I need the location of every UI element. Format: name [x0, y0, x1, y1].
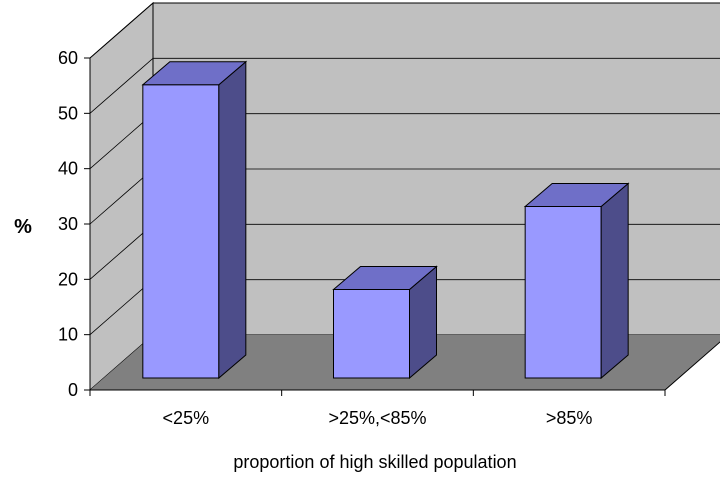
bars	[141, 60, 630, 380]
x-tick-label: <25%	[163, 408, 210, 428]
bar-top	[523, 182, 630, 207]
y-tick-label: 50	[58, 103, 78, 123]
gridline-side	[89, 58, 154, 114]
bar-front	[524, 205, 602, 379]
y-tick-label: 0	[68, 380, 78, 400]
bar-top	[332, 265, 438, 290]
floor-edge-right	[664, 341, 720, 391]
y-tick-labels: 0 10 20 30 40 50 60	[58, 48, 78, 400]
y-tick-label: 60	[58, 48, 78, 68]
bar-front	[333, 288, 410, 379]
gridline-side	[89, 2, 154, 59]
y-tick-label: 20	[58, 269, 78, 289]
bar-side	[600, 182, 629, 380]
bar-side	[218, 60, 247, 380]
x-tick-label: >85%	[546, 408, 593, 428]
y-tick-label: 10	[58, 325, 78, 345]
bar-front	[142, 84, 220, 379]
axes	[84, 57, 720, 396]
y-axis-label: %	[14, 216, 32, 238]
x-tick-labels: <25% >25%,<85% >85%	[163, 408, 593, 428]
x-axis-label: proportion of high skilled population	[233, 452, 516, 472]
bar-top	[141, 61, 248, 86]
y-tick-label: 40	[58, 159, 78, 179]
y-tick-label: 30	[58, 214, 78, 234]
x-tick-label: >25%,<85%	[328, 408, 426, 428]
